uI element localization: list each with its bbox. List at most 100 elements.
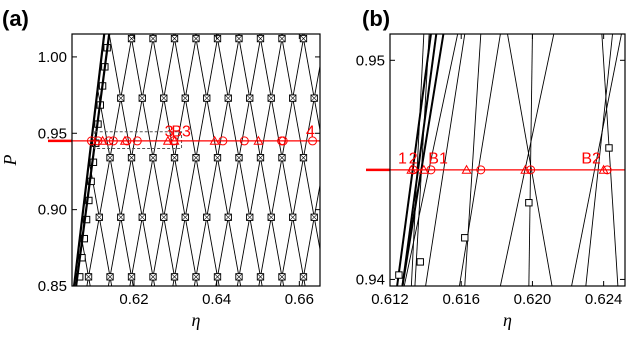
lattice-marker-x2 [181, 213, 189, 221]
curve-line [458, 34, 501, 286]
curve-line [401, 34, 438, 286]
lattice-marker [343, 35, 349, 41]
lattice-marker-x2 [257, 35, 264, 42]
lattice-marker-x2 [224, 94, 232, 102]
square-marker [395, 271, 403, 279]
x-tick-label: 0.612 [371, 291, 409, 308]
lattice-marker-x2 [289, 94, 297, 102]
lattice-marker-x1 [365, 35, 371, 41]
lattice-marker-x2 [267, 94, 275, 102]
lattice-marker-x2 [138, 94, 146, 102]
red-triangle-marker [97, 135, 108, 145]
circle-marker [476, 165, 486, 175]
lattice-marker-x2 [149, 154, 157, 162]
lattice-marker-x2 [149, 273, 157, 281]
lattice-marker-x1 [408, 35, 414, 41]
curve-line [403, 34, 459, 286]
circle-marker [426, 165, 436, 175]
y-tick-label: 0.95 [356, 52, 385, 69]
lattice-line [453, 34, 498, 286]
lattice-marker-x2 [300, 154, 307, 162]
annotation-label: 2 [409, 150, 418, 167]
boundary-marker [82, 215, 91, 224]
y-tick-label: 0.95 [38, 125, 67, 142]
boundary-marker [80, 234, 88, 243]
lattice-marker-x1 [322, 274, 328, 280]
triangle-marker [406, 164, 417, 174]
lattice-marker [354, 95, 360, 101]
lattice-marker [333, 214, 339, 220]
x-axis-label: η [503, 310, 512, 330]
y-axis-label: P [0, 155, 20, 167]
curve-line [571, 34, 622, 286]
triangle-marker [598, 164, 609, 174]
zoom-box [94, 131, 183, 150]
chart-panel-a: 3B3 4 0.62 0.64 0.66 0.85 0.90 0.95 1.00 η P [0, 33, 541, 330]
lattice-marker-x2 [171, 273, 178, 281]
lattice-line [346, 34, 391, 286]
lattice-marker-x1 [375, 214, 381, 220]
lattice-marker-x1 [343, 35, 349, 41]
lattice-marker-x1 [322, 35, 328, 41]
lattice-marker-x2 [203, 213, 211, 221]
lattice-marker-x2 [171, 35, 178, 42]
red-triangle-marker [253, 135, 264, 145]
lattice-marker-x2 [224, 213, 232, 221]
lattice-marker-x1 [343, 155, 349, 161]
lattice-marker-x2 [278, 35, 286, 42]
y-tick-label: 0.94 [356, 271, 385, 288]
panel-label-a: (a) [2, 6, 29, 31]
square-marker [461, 234, 469, 242]
lattice-marker-x1 [354, 214, 360, 220]
lattice-marker [333, 95, 339, 101]
lattice-marker-x2 [95, 213, 103, 221]
curve-line [499, 34, 555, 286]
red-circle-marker [308, 136, 318, 146]
lattice-marker-x2 [235, 154, 243, 162]
lattice-line [496, 34, 541, 286]
lattice-marker-x2 [375, 214, 381, 220]
lattice-marker [365, 155, 371, 161]
lattice-marker-x2 [300, 273, 307, 281]
lattice-marker-x2 [160, 94, 168, 102]
lattice-marker-x2 [214, 35, 221, 42]
lattice-marker-x2 [257, 273, 264, 281]
lattice-line [97, 89, 134, 286]
chart-panel-b: 1 2 B1 B2 0.612 0.616 0.620 0.624 0.94 0.95 η [356, 33, 626, 330]
lattice-marker [354, 214, 360, 220]
x-axis-label: η [192, 310, 201, 330]
lattice-marker-x2 [278, 154, 286, 162]
lattice-marker [408, 35, 414, 41]
lattice-marker-x2 [246, 213, 254, 221]
circle-marker [602, 165, 612, 175]
lattice-marker-x2 [203, 94, 211, 102]
red-circle-marker [108, 136, 118, 146]
lattice-marker-x2 [300, 35, 307, 42]
lattice-marker [322, 274, 328, 280]
lattice-marker-x2 [343, 274, 349, 280]
lattice-marker-x2 [397, 95, 403, 101]
lattice-marker-x1 [397, 95, 403, 101]
triangle-marker [418, 164, 429, 174]
lattice-marker-x2 [85, 273, 92, 281]
lattice-marker-x2 [365, 35, 371, 41]
lattice-marker-x2 [106, 154, 114, 162]
lattice-marker-x2 [171, 154, 178, 162]
square-marker [416, 258, 424, 266]
lattice-marker [397, 95, 403, 101]
lattice-marker [375, 214, 381, 220]
lattice-marker-x2 [375, 95, 381, 101]
red-circle-marker [218, 136, 228, 146]
lattice-marker-x2 [343, 155, 349, 161]
lattice-marker-x2 [192, 35, 200, 42]
curve-line [425, 34, 466, 286]
plot-area-b [395, 34, 622, 286]
x-tick-label: 0.62 [119, 291, 148, 308]
x-tick-label: 0.620 [514, 291, 552, 308]
lattice-marker-x1 [322, 155, 328, 161]
lattice-marker-x2 [235, 273, 243, 281]
lattice-line [324, 34, 369, 286]
curve-line [401, 34, 445, 286]
curve-line [464, 34, 482, 286]
